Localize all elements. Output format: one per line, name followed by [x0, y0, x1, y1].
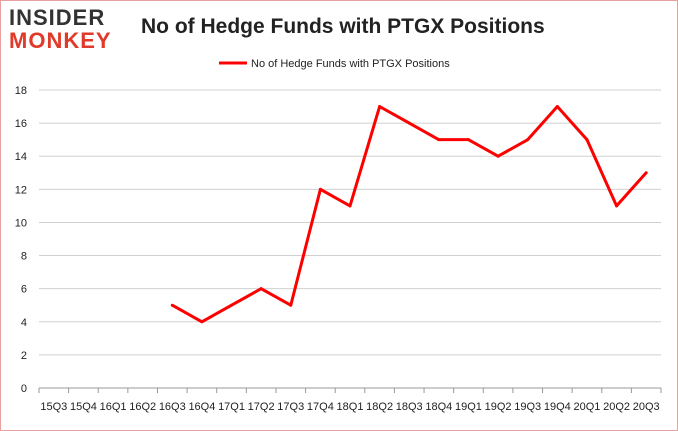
x-tick-label: 16Q1: [100, 401, 127, 413]
insider-monkey-logo: INSIDER MONKEY: [9, 7, 127, 53]
x-tick-label: 19Q3: [514, 401, 541, 413]
x-tick-label: 18Q4: [425, 401, 452, 413]
data-point: [407, 121, 411, 125]
x-tick-label: 20Q1: [573, 401, 600, 413]
data-point: [289, 303, 293, 307]
logo-line1: INSIDER: [9, 5, 106, 30]
x-tick-label: 20Q2: [603, 401, 630, 413]
data-point: [230, 303, 234, 307]
y-tick-label: 8: [21, 251, 27, 263]
x-tick-label: 16Q4: [188, 401, 215, 413]
x-tick-label: 18Q3: [396, 401, 423, 413]
data-point: [259, 287, 263, 291]
y-tick-label: 18: [15, 85, 27, 97]
x-tick-label: 15Q3: [40, 401, 67, 413]
data-point: [318, 187, 322, 191]
y-tick-label: 16: [15, 118, 27, 130]
y-tick-label: 14: [15, 151, 27, 163]
chart-title: No of Hedge Funds with PTGX Positions: [141, 15, 545, 38]
x-tick-label: 15Q4: [70, 401, 97, 413]
x-tick-label: 18Q1: [337, 401, 364, 413]
x-tick-label: 20Q3: [633, 401, 660, 413]
x-tick-label: 17Q1: [218, 401, 245, 413]
data-point: [378, 105, 382, 109]
data-point: [585, 138, 589, 142]
x-tick-label: 17Q4: [307, 401, 334, 413]
y-tick-label: 10: [15, 217, 27, 229]
x-tick-label: 18Q2: [366, 401, 393, 413]
x-tick-label: 17Q3: [277, 401, 304, 413]
y-tick-label: 12: [15, 184, 27, 196]
logo-line2: MONKEY: [9, 28, 112, 53]
data-point: [555, 105, 559, 109]
x-tick-label: 19Q1: [455, 401, 482, 413]
data-point: [466, 138, 470, 142]
data-point: [348, 204, 352, 208]
y-tick-label: 2: [21, 350, 27, 362]
x-tick-label: 19Q2: [485, 401, 512, 413]
data-point: [526, 138, 530, 142]
data-point: [200, 320, 204, 324]
x-tick-label: 16Q3: [159, 401, 186, 413]
x-tick-label: 16Q2: [129, 401, 156, 413]
data-point: [615, 204, 619, 208]
legend-label: No of Hedge Funds with PTGX Positions: [251, 58, 450, 70]
y-tick-label: 0: [21, 383, 27, 395]
data-point: [496, 154, 500, 158]
series-line: [171, 105, 648, 324]
data-point: [437, 138, 441, 142]
data-point: [170, 303, 174, 307]
x-tick-label: 19Q4: [544, 401, 571, 413]
x-tick-label: 17Q2: [248, 401, 275, 413]
y-tick-label: 6: [21, 284, 27, 296]
data-point: [644, 171, 648, 175]
y-tick-label: 4: [21, 317, 27, 329]
